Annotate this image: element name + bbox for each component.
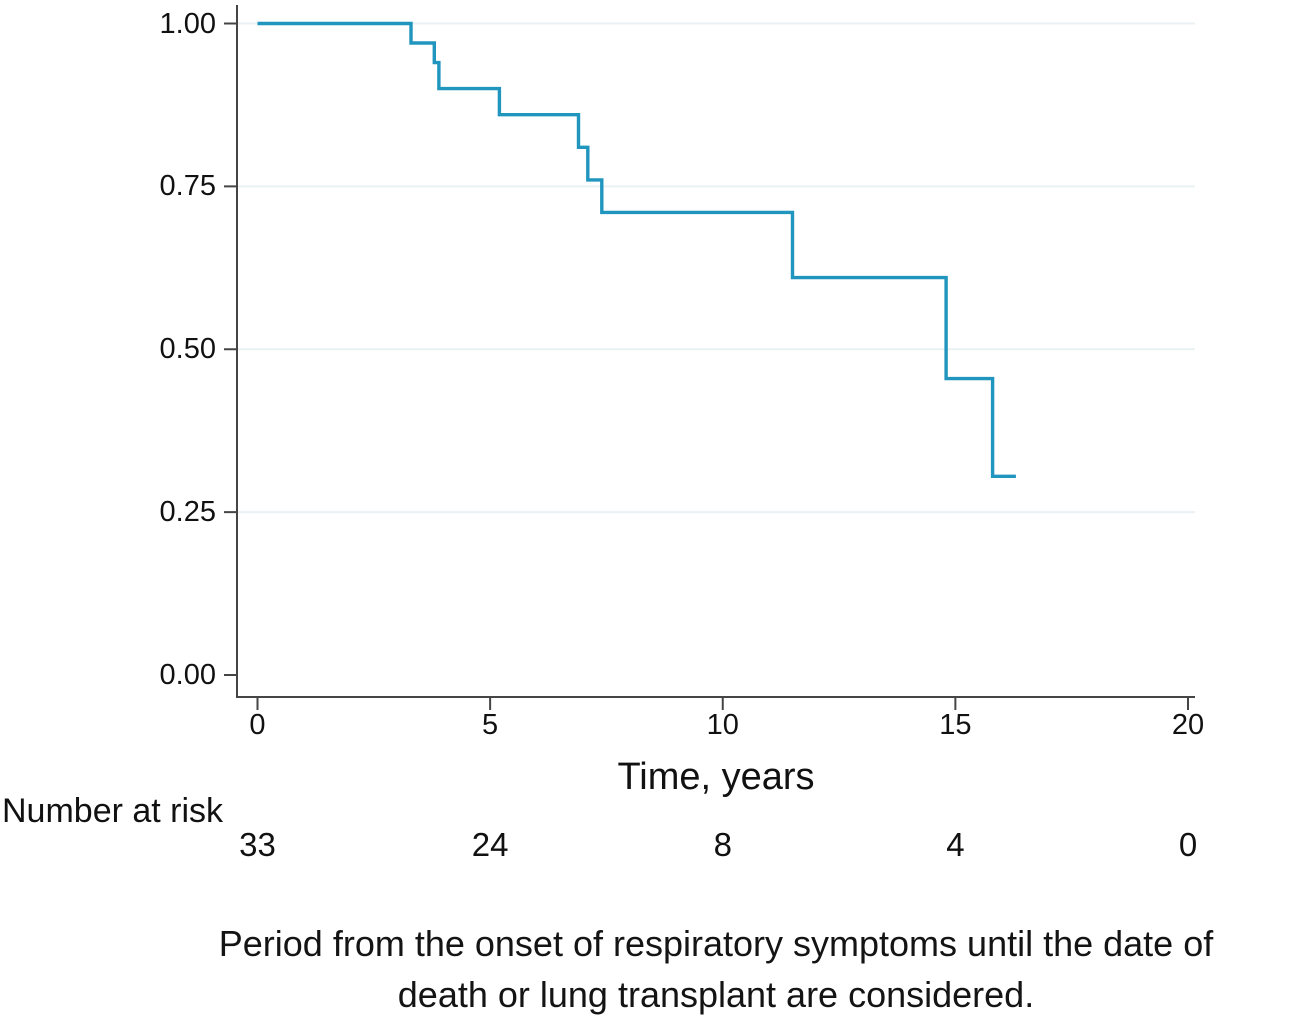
y-tick-label: 0.50: [159, 333, 216, 366]
y-tick-label: 0.00: [159, 659, 216, 691]
risk-count: 8: [713, 826, 732, 863]
risk-count: 0: [1178, 826, 1198, 863]
y-tick-label: 0.75: [159, 170, 216, 203]
x-tick-label: 15: [939, 709, 972, 741]
gridlines: [237, 22, 1195, 514]
tick-marks: [224, 22, 1189, 710]
y-tick-label: 0.25: [159, 496, 216, 529]
axes: [236, 5, 1195, 698]
x-tick-label: 5: [482, 709, 499, 741]
x-tick-label: 10: [706, 709, 739, 741]
survival-curve: [257, 21, 1016, 478]
caption-line-1: Period from the onset of respiratory sym…: [218, 923, 1214, 964]
km-curve-survival-probability: [257, 21, 1016, 478]
risk-count: 4: [946, 826, 965, 863]
x-tick-label: 20: [1171, 709, 1205, 741]
number-at-risk-label: Number at risk: [2, 792, 224, 830]
x-tick-label: 0: [249, 709, 266, 741]
figure-caption: Period from the onset of respiratory sym…: [140, 918, 1292, 1020]
risk-count: 24: [471, 826, 509, 863]
caption-line-2: death or lung transplant are considered.: [397, 974, 1035, 1015]
x-axis-title: Time, years: [617, 756, 815, 798]
risk-count: 33: [239, 826, 276, 863]
y-tick-label: 1.00: [159, 7, 216, 40]
